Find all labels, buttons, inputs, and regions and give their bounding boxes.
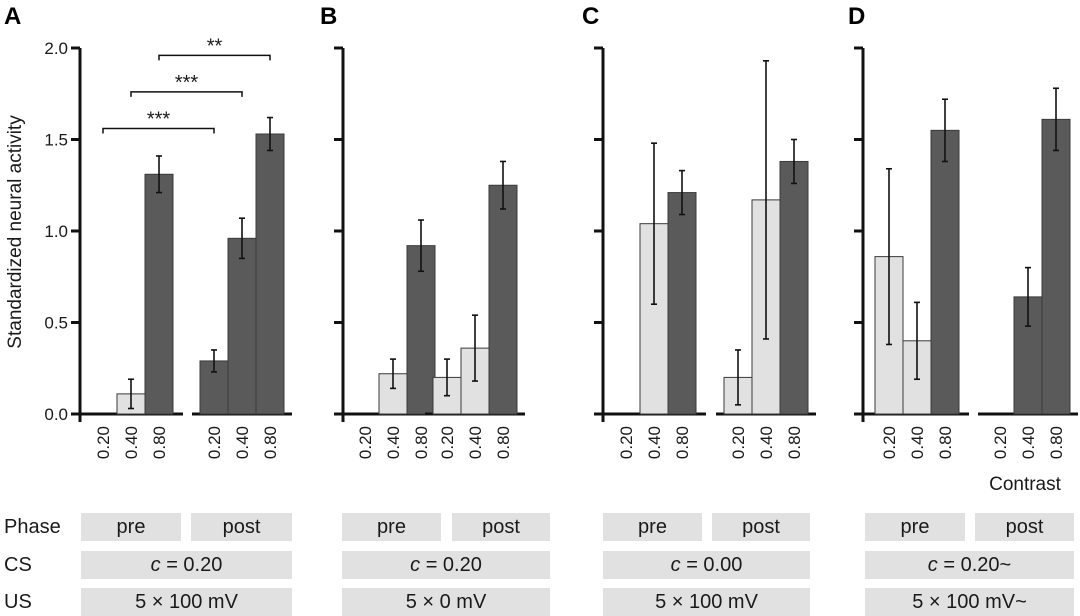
- cs-variable: c: [927, 554, 938, 576]
- row-label-phase: Phase: [4, 516, 61, 538]
- phase-box-post: post: [191, 513, 292, 541]
- bar-post-0.80: [779, 160, 809, 415]
- x-tick-label: 0.80: [494, 426, 513, 459]
- contrast-axis-label: Contrast: [989, 474, 1062, 495]
- bar-post-0.80: [488, 184, 518, 415]
- y-tick-label: 0.5: [44, 314, 68, 333]
- bar-pre-0.80: [144, 173, 174, 415]
- x-tick-label: 0.20: [205, 426, 224, 459]
- x-tick-label: 0.40: [122, 426, 141, 459]
- us-box: 5 × 0 mV: [342, 588, 550, 616]
- y-axis-title: Standardized neural activity: [5, 115, 26, 349]
- bar-post-0.80: [1041, 118, 1071, 415]
- bar-pre-0.80: [930, 129, 960, 415]
- x-tick-label: 0.40: [233, 426, 252, 459]
- x-tick-label: 0.20: [880, 426, 899, 459]
- x-tick-label: 0.80: [261, 426, 280, 459]
- significance-bracket: [158, 54, 271, 61]
- x-tick-label: 0.40: [757, 426, 776, 459]
- bar-post-0.80: [255, 133, 285, 415]
- cs-box: c = 0.00: [603, 551, 810, 579]
- us-box: 5 × 100 mV: [81, 588, 292, 616]
- row-label-us: US: [4, 591, 32, 613]
- y-tick-label: 2.0: [44, 39, 68, 58]
- x-tick-label: 0.40: [384, 426, 403, 459]
- cs-box: c = 0.20~: [865, 551, 1074, 579]
- x-tick-label: 0.80: [785, 426, 804, 459]
- row-label-cs: CS: [4, 554, 32, 576]
- cs-variable: c: [670, 554, 681, 576]
- x-tick-label: 0.80: [673, 426, 692, 459]
- us-box: 5 × 100 mV: [603, 588, 810, 616]
- significance-label: **: [207, 35, 223, 57]
- panel-letter-d: D: [848, 3, 865, 30]
- y-tick-label: 1.0: [44, 222, 68, 241]
- y-tick-label: 0.0: [44, 405, 68, 424]
- x-tick-label: 0.80: [936, 426, 955, 459]
- x-tick-label: 0.40: [466, 426, 485, 459]
- phase-box-pre: pre: [603, 513, 702, 541]
- phase-box-post: post: [712, 513, 810, 541]
- us-box: 5 × 100 mV~: [865, 588, 1074, 616]
- panel-letter-a: A: [4, 3, 21, 30]
- x-tick-label: 0.20: [438, 426, 457, 459]
- bar-pre-0.80: [667, 192, 697, 415]
- y-tick-label: 1.5: [44, 131, 68, 150]
- cs-variable: c: [410, 554, 421, 576]
- cs-box: c = 0.20: [342, 551, 550, 579]
- x-tick-label: 0.20: [94, 426, 113, 459]
- phase-box-post: post: [452, 513, 550, 541]
- significance-label: ***: [175, 72, 199, 94]
- x-tick-label: 0.80: [150, 426, 169, 459]
- x-tick-label: 0.80: [1047, 426, 1066, 459]
- cs-variable: c: [150, 554, 161, 576]
- phase-box-pre: pre: [81, 513, 181, 541]
- panel-letter-c: C: [582, 3, 599, 30]
- x-tick-label: 0.20: [617, 426, 636, 459]
- x-tick-label: 0.20: [729, 426, 748, 459]
- x-tick-label: 0.40: [645, 426, 664, 459]
- cs-box: c = 0.20: [81, 551, 292, 579]
- x-tick-label: 0.40: [908, 426, 927, 459]
- phase-box-pre: pre: [342, 513, 441, 541]
- x-tick-label: 0.80: [412, 426, 431, 459]
- phase-box-pre: pre: [865, 513, 965, 541]
- significance-label: ***: [147, 109, 171, 131]
- x-tick-label: 0.20: [991, 426, 1010, 459]
- panel-letter-b: B: [320, 3, 337, 30]
- bar-post-0.40: [227, 237, 257, 415]
- bar-pre-0.80: [406, 245, 436, 415]
- x-tick-label: 0.20: [356, 426, 375, 459]
- significance-bracket: [102, 127, 215, 134]
- significance-bracket: [130, 91, 243, 97]
- x-tick-label: 0.40: [1019, 426, 1038, 459]
- phase-box-post: post: [975, 513, 1074, 541]
